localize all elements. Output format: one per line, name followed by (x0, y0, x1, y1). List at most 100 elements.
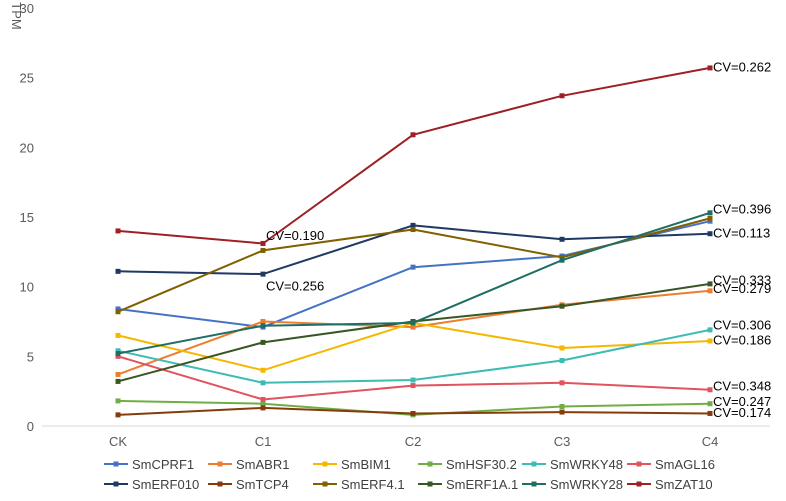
data-point (559, 303, 565, 309)
data-point (410, 264, 416, 270)
legend-marker (531, 481, 537, 487)
cv-annotation: CV=0.186 (713, 333, 771, 348)
cv-annotation: CV=0.279 (713, 281, 771, 296)
data-point (707, 231, 713, 237)
data-point (260, 397, 266, 403)
x-tick-label: CK (109, 434, 127, 449)
legend-marker (427, 461, 433, 467)
legend-marker (113, 481, 119, 487)
series-SmWRKY28 (115, 210, 713, 357)
data-point (260, 405, 266, 411)
cv-annotation: CV=0.256 (266, 278, 324, 293)
series-line (117, 211, 711, 355)
series-lines (115, 65, 713, 418)
cv-annotation: CV=0.113 (713, 225, 770, 240)
series-SmERF1A.1 (115, 281, 713, 384)
series-SmAGL16 (115, 353, 713, 403)
data-point (115, 309, 121, 315)
data-point (559, 93, 565, 99)
y-tick-label: 30 (20, 1, 34, 16)
data-point (410, 227, 416, 233)
legend-item: SmHSF30.2 (418, 457, 517, 472)
legend-label: SmCPRF1 (132, 457, 194, 472)
data-point (559, 358, 565, 364)
cv-annotations: CV=0.262 CV=0.396 CV=0.113 CV=0.190 CV=0.256… (266, 60, 771, 421)
y-tick-label: 15 (20, 210, 34, 225)
data-point (707, 401, 713, 407)
legend-label: SmERF4.1 (341, 477, 405, 492)
legend-item: SmTCP4 (208, 477, 289, 492)
legend-label: SmZAT10 (655, 477, 713, 492)
data-point (410, 410, 416, 416)
data-point (559, 257, 565, 263)
data-point (115, 398, 121, 404)
series-line (117, 321, 711, 372)
y-axis-title: TPM (9, 2, 24, 29)
x-tick-label: C1 (255, 434, 272, 449)
legend-item: SmWRKY28 (522, 477, 623, 492)
legend-label: SmTCP4 (236, 477, 289, 492)
data-point (410, 383, 416, 389)
cv-annotation: CV=0.396 (713, 202, 771, 217)
series-line (117, 66, 711, 245)
legend-item: SmBIM1 (313, 457, 391, 472)
y-tick-label: 25 (20, 71, 34, 86)
data-point (115, 348, 121, 354)
data-point (260, 240, 266, 246)
data-point (707, 327, 713, 333)
data-point (707, 65, 713, 71)
legend-marker (217, 481, 223, 487)
data-point (410, 320, 416, 326)
series-SmZAT10 (115, 65, 713, 246)
data-point (707, 387, 713, 393)
series-SmWRKY48 (115, 327, 713, 386)
legend-item: SmCPRF1 (104, 457, 194, 472)
x-tick-label: C4 (702, 434, 719, 449)
y-tick-label: 10 (20, 280, 34, 295)
data-point (410, 324, 416, 330)
data-point (115, 306, 121, 312)
legend-item: SmAGL16 (627, 457, 715, 472)
legend-marker (427, 481, 433, 487)
data-point (115, 378, 121, 384)
data-point (115, 412, 121, 418)
data-point (260, 247, 266, 253)
series-SmABR1 (115, 288, 713, 377)
data-point (559, 254, 565, 260)
data-point (707, 338, 713, 344)
legend-item: SmABR1 (208, 457, 289, 472)
legend-marker (217, 461, 223, 467)
legend-label: SmWRKY48 (550, 457, 623, 472)
legend-label: SmWRKY28 (550, 477, 623, 492)
data-point (410, 377, 416, 383)
data-point (260, 319, 266, 324)
legend-item: SmERF4.1 (313, 477, 405, 492)
data-point (115, 371, 121, 377)
x-tick-label: C3 (554, 434, 571, 449)
data-point (260, 367, 266, 373)
legend-item: SmERF010 (104, 477, 199, 492)
cv-annotation: CV=0.348 (713, 379, 771, 394)
legend-marker (322, 461, 328, 467)
legend-label: SmBIM1 (341, 457, 391, 472)
cv-annotation: CV=0.174 (713, 405, 771, 420)
data-point (115, 353, 121, 359)
data-point (559, 409, 565, 415)
y-tick-label: 0 (27, 419, 34, 434)
data-point (707, 281, 713, 287)
legend: SmCPRF1 SmABR1 SmBIM1 SmHSF30.2 SmWRKY48 SmAG… (104, 457, 715, 492)
data-point (260, 323, 266, 329)
legend-label: SmABR1 (236, 457, 289, 472)
data-point (707, 218, 713, 224)
legend-item: SmERF1A.1 (418, 477, 518, 492)
data-point (559, 236, 565, 242)
cv-annotation: CV=0.306 (713, 317, 771, 332)
legend-item: SmZAT10 (627, 477, 713, 492)
data-point (115, 351, 121, 357)
cv-annotation: CV=0.333 (713, 273, 771, 288)
data-point (260, 271, 266, 277)
y-tick-label: 20 (20, 140, 34, 155)
series-line (117, 289, 711, 376)
